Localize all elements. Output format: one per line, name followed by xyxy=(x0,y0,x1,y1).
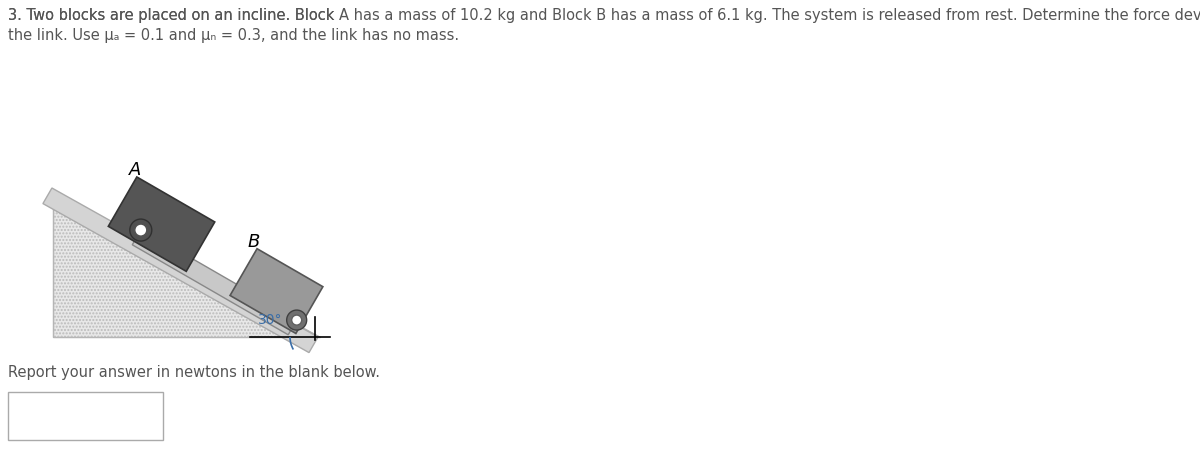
Circle shape xyxy=(287,310,307,330)
Polygon shape xyxy=(230,249,323,334)
Text: Report your answer in newtons in the blank below.: Report your answer in newtons in the bla… xyxy=(8,364,380,379)
Text: 3. Two blocks are placed on an incline. Block A has a mass of 10.2 kg and Block : 3. Two blocks are placed on an incline. … xyxy=(8,8,1200,23)
Polygon shape xyxy=(43,188,318,353)
Polygon shape xyxy=(132,230,298,335)
Polygon shape xyxy=(108,177,215,272)
Text: B: B xyxy=(247,233,259,250)
Circle shape xyxy=(130,220,151,242)
FancyBboxPatch shape xyxy=(8,392,163,440)
Text: 30°: 30° xyxy=(258,312,282,326)
Polygon shape xyxy=(53,192,320,337)
Circle shape xyxy=(134,225,146,237)
Circle shape xyxy=(292,315,301,325)
Text: the link. Use μₐ = 0.1 and μₙ = 0.3, and the link has no mass.: the link. Use μₐ = 0.1 and μₙ = 0.3, and… xyxy=(8,28,460,43)
Text: A: A xyxy=(130,161,142,179)
Text: 3. Two blocks are placed on an incline. Block: 3. Two blocks are placed on an incline. … xyxy=(8,8,340,23)
